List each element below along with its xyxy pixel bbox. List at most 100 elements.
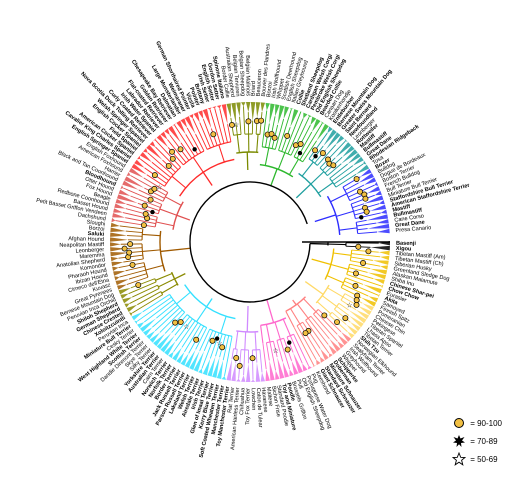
tip-branch	[255, 349, 258, 363]
branch-line	[260, 325, 264, 344]
tip-wedge	[116, 194, 138, 204]
tip-branch	[159, 309, 183, 333]
tip-wedge	[198, 110, 204, 120]
tip-label: Saluki	[88, 231, 105, 238]
tip-branch	[259, 349, 263, 373]
support-star: ☆	[273, 347, 279, 355]
backbone-branch	[295, 183, 312, 199]
tip-label: Tosa	[372, 154, 386, 166]
tip-wedge	[114, 276, 120, 281]
tip-branch	[274, 118, 285, 150]
tip-branch	[227, 124, 232, 142]
tip-branch	[307, 318, 329, 345]
tip-wedge	[172, 347, 182, 361]
tip-wedge	[172, 123, 176, 126]
branch-line	[316, 301, 332, 315]
tip-wedge	[283, 106, 290, 120]
tip-wedge	[265, 102, 270, 111]
tip-wedge	[176, 351, 185, 364]
tip-wedge	[348, 309, 367, 324]
tip-wedge	[260, 102, 266, 113]
tip-wedge	[367, 272, 387, 280]
support-circle	[193, 336, 200, 343]
tip-wedge	[348, 315, 364, 328]
branch-arc	[159, 230, 166, 272]
support-burst	[297, 150, 303, 156]
tip-branch	[192, 118, 208, 150]
tip-branch	[279, 339, 291, 370]
clade-1	[324, 248, 390, 307]
support-circle	[129, 261, 136, 268]
tip-wedge	[344, 138, 348, 142]
branch-line	[301, 161, 314, 177]
tip-wedge	[176, 120, 186, 135]
tip-branch	[115, 220, 156, 228]
tip-branch	[209, 109, 221, 145]
tip-branch	[327, 163, 342, 176]
tip-branch	[119, 225, 143, 230]
tip-branch	[203, 330, 214, 351]
tip-branch	[243, 349, 246, 376]
tip-branch	[269, 341, 277, 371]
tip-wedge	[241, 102, 246, 107]
tip-wedge	[302, 363, 308, 372]
tip-wedge	[120, 293, 129, 299]
tip-wedge	[110, 242, 121, 247]
tip-branch	[335, 173, 357, 188]
clade-7	[118, 271, 179, 317]
tip-branch	[352, 203, 365, 209]
tip-label: Puli	[295, 379, 304, 390]
support-circle	[219, 344, 226, 351]
tip-branch	[125, 265, 145, 272]
tip-wedge	[277, 105, 285, 126]
tip-label: Kuvasz	[92, 282, 111, 293]
tip-label: Toy Fox Terrier	[245, 388, 251, 425]
legend-label: = 70-89	[470, 436, 498, 446]
tip-wedge	[216, 104, 222, 109]
tip-label: Anatolian Shepherd	[56, 257, 106, 269]
tip-branch	[136, 296, 172, 322]
tip-wedge	[320, 121, 325, 124]
branch-arc	[236, 151, 259, 154]
tip-wedge	[312, 365, 317, 368]
tip-wedge	[357, 305, 372, 316]
tip-wedge	[124, 303, 130, 308]
support-circle	[177, 146, 184, 153]
tip-branch	[286, 336, 294, 353]
tip-wedge	[202, 358, 211, 376]
tip-branch	[329, 163, 348, 179]
tip-label: Afghan Hound	[68, 236, 104, 243]
tip-branch	[224, 336, 233, 376]
tip-branch	[311, 145, 324, 162]
support-burst-icon	[452, 434, 466, 448]
tip-label: Bullmastiff	[393, 208, 423, 219]
tip-wedge	[291, 360, 299, 375]
tip-wedge	[112, 266, 119, 271]
tip-wedge	[265, 369, 270, 382]
tip-branch	[215, 333, 223, 357]
support-circle	[353, 297, 360, 304]
support-circle	[312, 147, 319, 154]
tip-wedge	[120, 185, 124, 190]
backbone-branch	[206, 298, 213, 308]
tip-wedge	[231, 362, 236, 382]
tip-branch	[351, 249, 379, 253]
tip-label: Akita	[383, 296, 399, 307]
tip-label: Beauceron	[256, 69, 264, 96]
tip-wedge	[124, 176, 145, 188]
tip-wedge	[320, 348, 329, 361]
tip-branch	[356, 219, 367, 223]
tip-label: Mastiff	[392, 204, 411, 214]
backbone-branch	[174, 273, 186, 280]
clade-5	[226, 330, 266, 382]
tip-label: Rat Terrier	[227, 387, 236, 414]
tip-wedge	[361, 297, 377, 307]
clade-8	[110, 222, 166, 290]
support-circle	[357, 188, 363, 195]
support-circle	[169, 148, 175, 155]
branch-line	[145, 264, 164, 271]
branch-line	[220, 316, 227, 334]
tip-wedge	[164, 128, 170, 136]
tip-label: Belgian Malinois	[244, 55, 251, 96]
branch-line	[176, 291, 191, 305]
